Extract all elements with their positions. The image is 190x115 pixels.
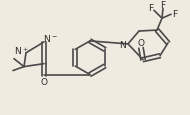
- Text: O: O: [40, 77, 48, 86]
- Text: F: F: [160, 1, 165, 10]
- Text: N$^+$: N$^+$: [14, 45, 28, 56]
- Text: N$^-$: N$^-$: [43, 33, 57, 44]
- Text: O: O: [138, 39, 145, 48]
- Text: F: F: [148, 4, 154, 13]
- Text: F: F: [173, 10, 178, 19]
- Text: N: N: [120, 41, 126, 50]
